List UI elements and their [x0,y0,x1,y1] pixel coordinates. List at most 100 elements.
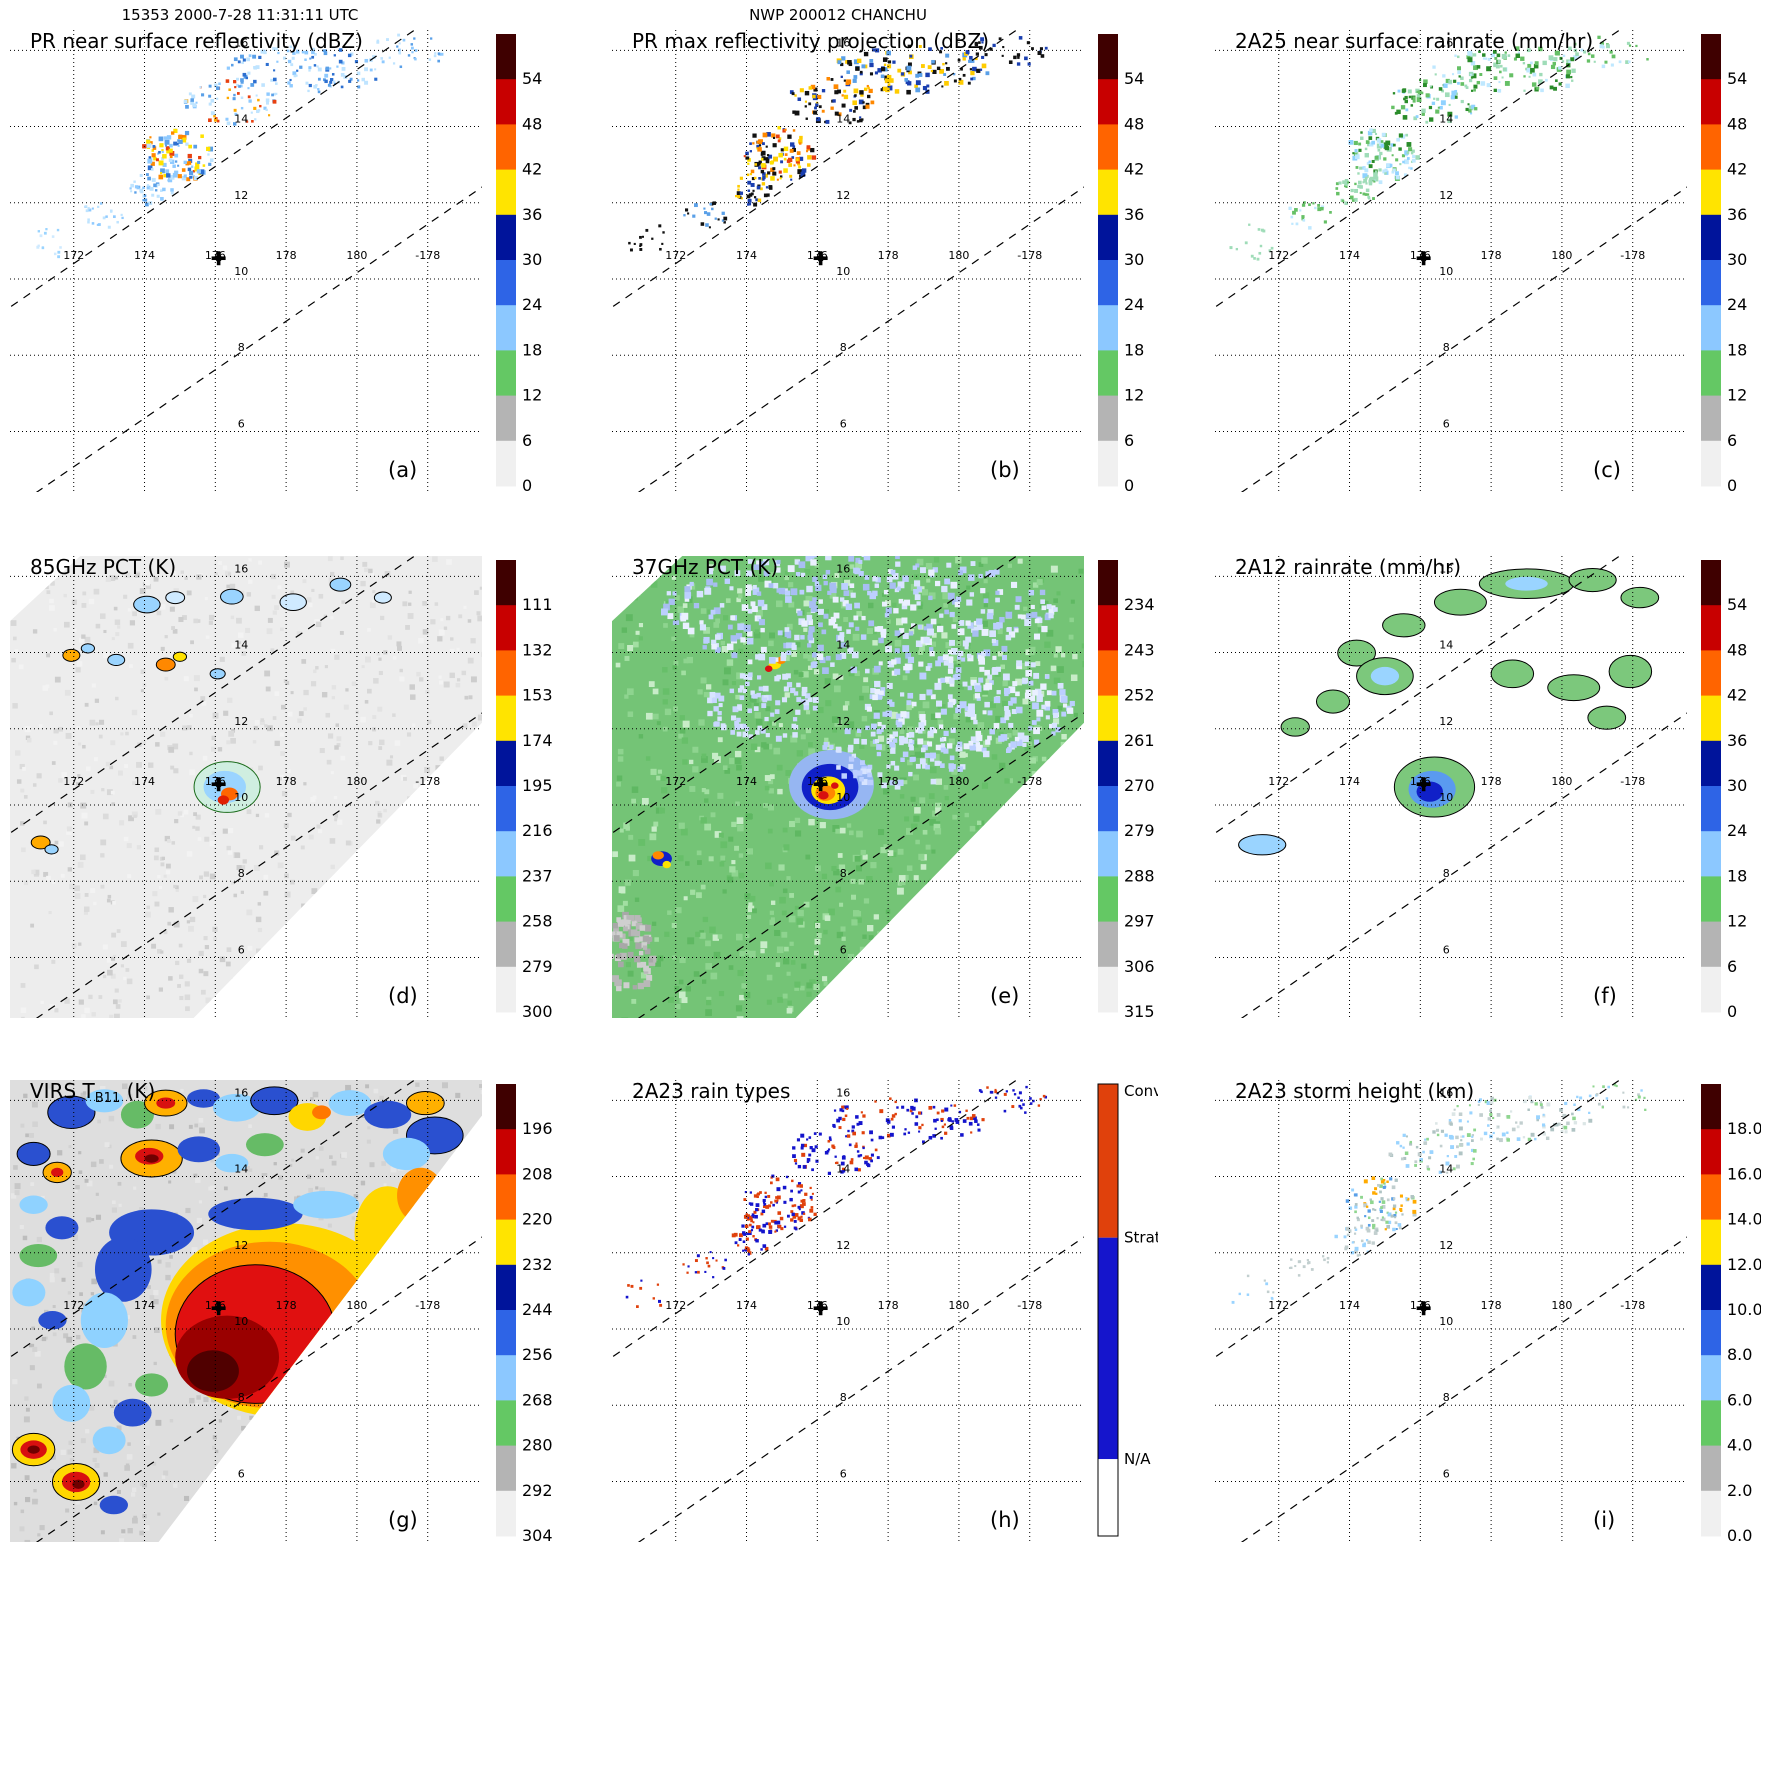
lat-label: 6 [840,1467,847,1480]
coverage-swath [10,1080,482,1542]
data-blob [44,844,59,855]
colorbar-tick-label: 268 [522,1390,553,1409]
lon-label: -178 [415,775,440,788]
data-blob [107,653,126,666]
panel-letter: (h) [990,1508,1020,1532]
data-blob [1433,588,1487,616]
colorbar-tick-label: 24 [522,295,542,314]
colorbar-tick-label: 4.0 [1727,1436,1752,1455]
lat-label: 12 [836,1239,850,1252]
colorbar-tick-label: 48 [522,114,542,133]
colorbar-tick-label: 36 [522,205,542,224]
data-blob [187,1350,239,1392]
coverage-swath [10,556,482,1018]
data-speckle-cluster [183,77,278,126]
colorbar-tick-label: 48 [1124,114,1144,133]
data-blob [818,791,829,800]
data-blob [764,665,773,672]
data-blob [156,1097,176,1109]
lon-label: 180 [1551,1299,1572,1312]
data-blob [177,1136,221,1163]
plot-area [10,1080,482,1542]
lon-label: 172 [1268,1299,1289,1312]
panel-i: 172 174 176 178 180 -178 16 14 12 10 8 6 2A23 storm … [1215,1079,1763,1596]
lat-label: 16 [836,562,850,575]
lat-label: 16 [234,562,248,575]
plot-area [612,1080,1084,1542]
lon-label: 178 [1481,775,1502,788]
lon-label: 178 [878,1299,899,1312]
colorbar-tick-label: 195 [522,776,553,795]
colorbar-tick-label: 36 [1727,731,1747,750]
data-blob [12,1278,46,1307]
storm-name-header: NWP 200012 CHANCHU [749,6,927,24]
panel-letter: (f) [1593,984,1617,1008]
plot-area [612,30,1084,492]
data-speckle-cluster [628,224,665,252]
data-speckle-cluster [792,1131,880,1175]
data-blob [172,651,188,662]
data-speckle-cluster [1435,1095,1593,1143]
lon-label: 180 [948,1299,969,1312]
colorbar-tick-label: 42 [1727,160,1747,179]
coverage-swath [612,556,1084,1018]
colorbar-tick-label: 208 [522,1164,553,1183]
gridlines [10,30,482,492]
data-blob [1568,567,1617,593]
data-blob [1370,666,1400,686]
panel-g: 172 174 176 178 180 -178 16 14 12 10 8 6 VIRS TB11 (… [10,1079,556,1596]
gridlines [612,1080,1084,1542]
data-speckle-cluster [1348,128,1420,185]
colorbar: 18.0 16.0 14.0 12.0 10.0 8.0 6.0 4.0 2.0 0.0 [1701,1084,1763,1545]
data-blob [382,1137,431,1171]
colorbar-tick-label: 12 [1727,386,1747,405]
panel-h: 172 174 176 178 180 -178 16 14 12 10 8 6 2A23 rain t… [612,1079,1162,1596]
panel-title: 37GHz PCT (K) [632,556,778,579]
lon-label: 178 [878,775,899,788]
panel-letter: (i) [1593,1508,1615,1532]
plot-area [1215,1080,1687,1542]
lat-label: 6 [1443,943,1450,956]
colorbar-tick-label: 6 [1727,957,1737,976]
panel-title: 2A12 rainrate (mm/hr) [1235,556,1461,579]
lon-label: -178 [415,249,440,262]
panel-letter: (d) [388,984,418,1008]
data-blob [80,1292,128,1348]
lon-label: -178 [1017,1299,1042,1312]
data-blob [373,591,392,604]
data-blob [1505,576,1548,591]
colorbar-tick-label: 48 [1727,114,1747,133]
colorbar-tick-label: 30 [1727,776,1747,795]
data-speckle-cluster [1573,1083,1647,1111]
gridlines [10,556,482,1018]
lon-label: 180 [346,1299,367,1312]
colorbar-tick-label: 54 [1124,69,1144,88]
data-blob [52,1384,91,1422]
data-speckle-cluster [1288,201,1332,230]
lon-label: 178 [1481,249,1502,262]
cyclone-position-marker [813,251,828,266]
data-blob [397,1167,445,1224]
colorbar-tick-label: 14.0 [1727,1210,1761,1229]
lon-label: 176 [205,775,226,788]
swath-edge-lines [1215,30,1687,492]
lat-label: 16 [234,1086,248,1099]
cyclone-position-marker [1416,777,1431,792]
data-blob [99,1495,128,1515]
data-blob [1608,654,1653,689]
data-speckle-cluster [1231,1274,1275,1304]
data-blob [38,1311,67,1330]
colorbar-tick-label: 232 [522,1255,553,1274]
colorbar-tick-label: 2.0 [1727,1481,1752,1500]
lon-label: 172 [665,775,686,788]
data-speckle-cluster [743,126,817,181]
lat-label: 8 [840,1391,847,1404]
colorbar-tick-label: 0 [522,476,532,495]
colorbar-tick-label: 48 [1727,640,1747,659]
colorbar-tick-label: 258 [522,912,553,931]
plot-area [1215,556,1687,1018]
colorbar-tick-label: 6 [1727,431,1737,450]
data-speckle-cluster [226,45,378,94]
